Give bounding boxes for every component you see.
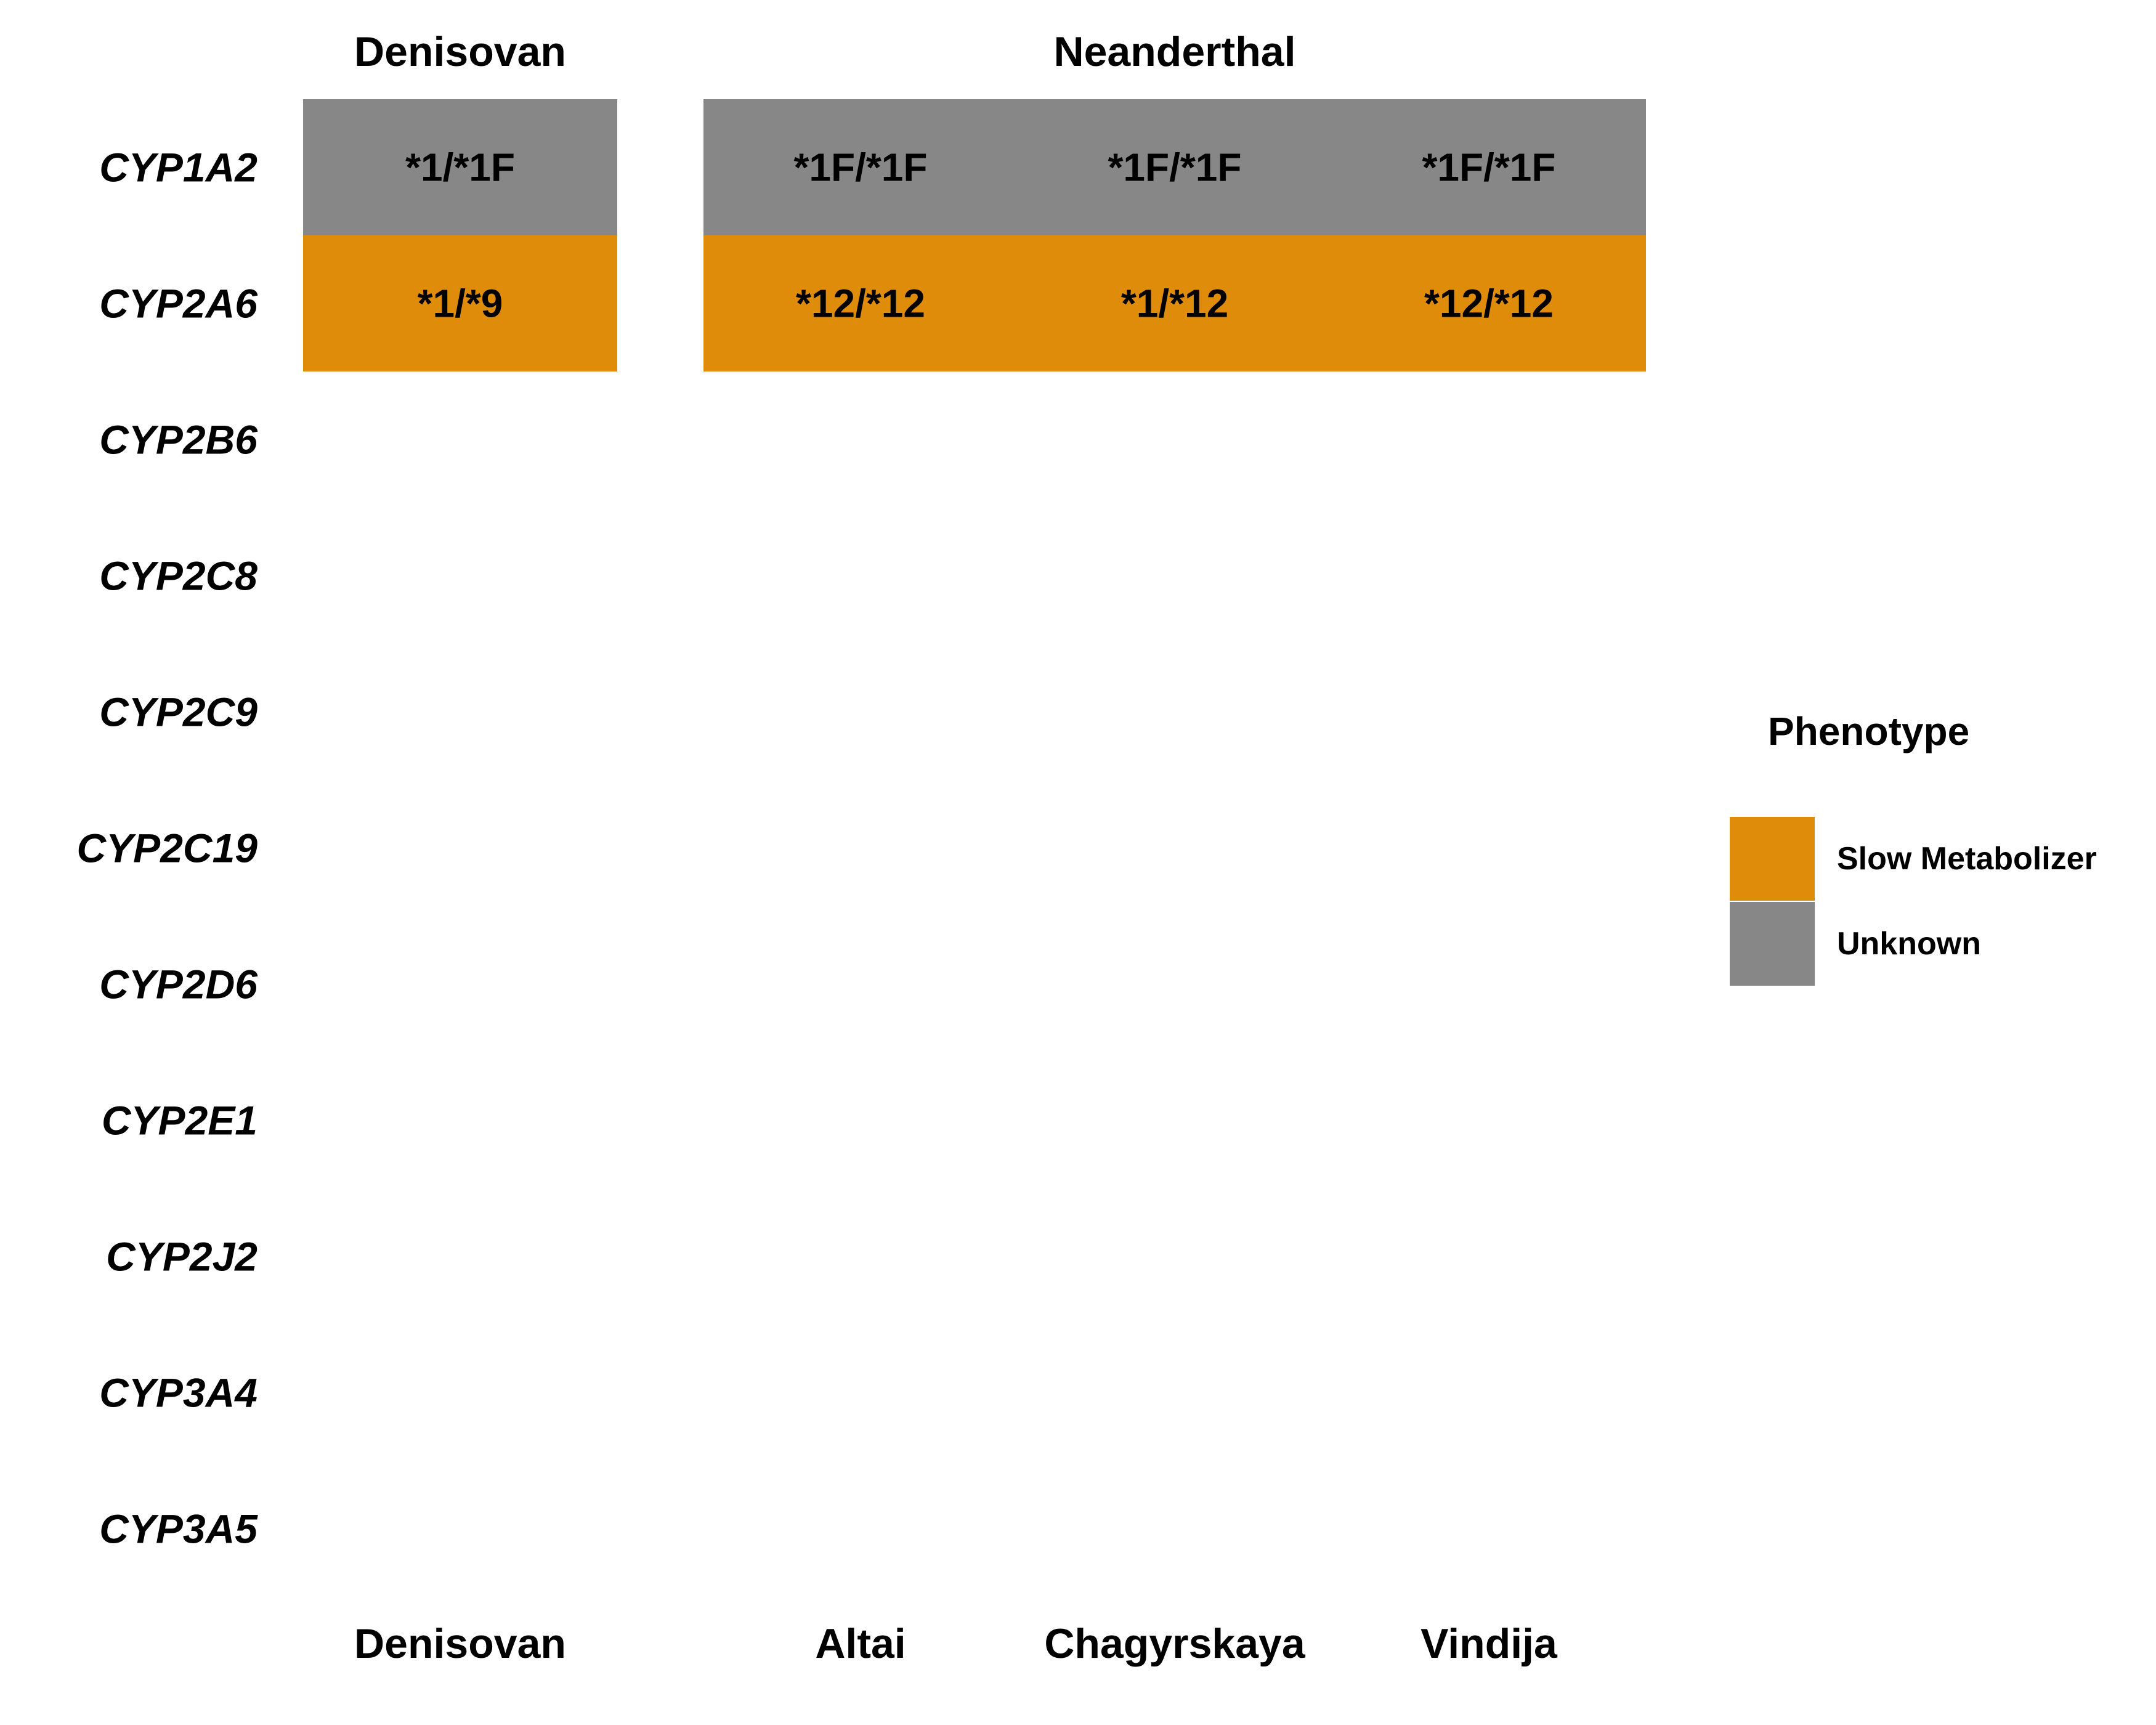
cell-genotype-label: *1/*12 — [1121, 282, 1228, 326]
gene-label-cyp2b6: CYP2B6 — [99, 417, 258, 463]
cell-genotype-label: *1F/*1F — [1108, 145, 1242, 190]
sample-axis: Denisovan Altai Chagyrskaya Vindija — [354, 1620, 1558, 1667]
sample-label-denisovan: Denisovan — [354, 1620, 566, 1667]
sample-label-vindija: Vindija — [1420, 1620, 1558, 1667]
gene-label-cyp3a5: CYP3A5 — [99, 1506, 258, 1552]
legend-key-slow-metabolizer — [1728, 816, 1816, 902]
gene-axis: CYP1A2 CYP2A6 CYP2B6 CYP2C8 CYP2C9 CYP2C19 CYP… — [77, 145, 259, 1552]
gene-label-cyp3a4: CYP3A4 — [99, 1370, 257, 1416]
heatmap-cell-cyp2a6-vindija — [1332, 235, 1646, 371]
cell-genotype-label: *12/*12 — [796, 282, 925, 326]
gene-label-cyp2c9: CYP2C9 — [99, 689, 257, 735]
gene-label-cyp2a6: CYP2A6 — [99, 281, 258, 327]
heatmap-cell-cyp2a6-chagyrskaya — [1018, 235, 1332, 371]
heatmap-cell-cyp2a6-altai — [703, 235, 1018, 371]
facet-title-neanderthal: Neanderthal — [1054, 28, 1296, 75]
sample-label-altai: Altai — [815, 1620, 906, 1667]
cell-genotype-label: *1/*1F — [405, 145, 515, 190]
gene-label-cyp2j2: CYP2J2 — [106, 1234, 257, 1280]
heatmap-cells: *1/*1F *1F/*1F *1F/*1F *1F/*1F *1/*9 *12/*12 *… — [303, 99, 1646, 371]
legend-title: Phenotype — [1768, 709, 1969, 753]
gene-label-cyp2e1: CYP2E1 — [102, 1098, 257, 1143]
legend-label-slow-metabolizer: Slow Metabolizer — [1837, 841, 2097, 877]
facet-title-denisovan: Denisovan — [354, 28, 566, 75]
gene-label-cyp1a2: CYP1A2 — [99, 145, 257, 190]
facet-titles: Denisovan Neanderthal — [354, 28, 1295, 75]
cell-genotype-label: *12/*12 — [1424, 282, 1554, 326]
sample-label-chagyrskaya: Chagyrskaya — [1044, 1620, 1306, 1667]
cell-genotype-label: *1/*9 — [418, 282, 503, 326]
heatmap-cell-cyp1a2-chagyrskaya — [1018, 99, 1332, 235]
heatmap-cell-cyp1a2-vindija — [1332, 99, 1646, 235]
heatmap-cell-cyp1a2-altai — [703, 99, 1018, 235]
heatmap-cell-cyp2a6-denisovan — [303, 235, 617, 371]
cell-genotype-label: *1F/*1F — [1422, 145, 1556, 190]
legend: Phenotype Slow Metabolizer Unknown — [1728, 709, 2097, 987]
cell-genotype-label: *1F/*1F — [794, 145, 928, 190]
legend-label-unknown: Unknown — [1837, 926, 1981, 962]
gene-label-cyp2c19: CYP2C19 — [77, 826, 258, 871]
legend-key-unknown — [1728, 901, 1816, 987]
heatmap-cell-cyp1a2-denisovan — [303, 99, 617, 235]
gene-label-cyp2d6: CYP2D6 — [99, 962, 258, 1007]
gene-label-cyp2c8: CYP2C8 — [99, 553, 257, 599]
